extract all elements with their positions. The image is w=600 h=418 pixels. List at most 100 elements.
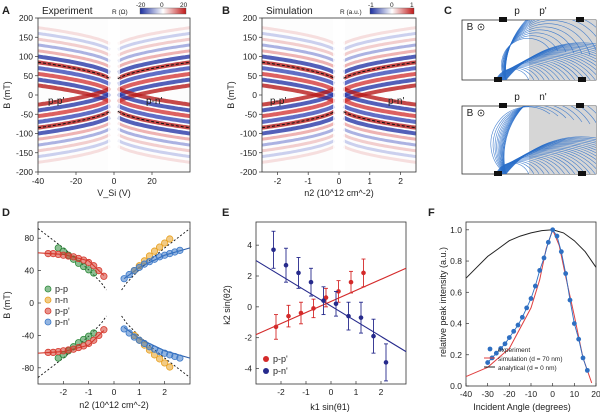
panel-b-colorbar-label: R (a.u.) xyxy=(340,9,362,16)
heatmap-guide-dashed xyxy=(343,111,416,129)
x-tick-label: 0 xyxy=(112,387,117,397)
x-tick-label: 0 xyxy=(112,176,117,186)
data-point xyxy=(273,324,279,330)
panel-f-ylabel: relative peak intensity (a.u.) xyxy=(438,247,448,357)
heatmap-stripe xyxy=(262,43,336,63)
panel-e-scatter: 4 2 0 -2 -4 -2 -1 0 1 2 p-p' p-n' xyxy=(244,221,407,397)
data-point xyxy=(532,283,538,289)
heatmap-stripe xyxy=(262,98,336,119)
data-point xyxy=(371,333,376,339)
data-point xyxy=(558,249,564,255)
data-point xyxy=(85,258,93,267)
data-point xyxy=(506,335,512,340)
data-point xyxy=(361,270,366,276)
diagram-shaded-region xyxy=(529,20,596,80)
panel-a-colorbar-label: R (Ω) xyxy=(112,9,128,16)
data-point xyxy=(120,325,128,333)
heatmap-stripe xyxy=(262,49,336,69)
heatmap-stripe xyxy=(342,92,416,113)
y-tick-label: 4 xyxy=(247,240,252,250)
diagram-trajectories xyxy=(495,20,596,80)
legend-marker xyxy=(44,307,52,315)
data-point xyxy=(176,246,184,254)
data-point xyxy=(95,331,103,339)
heatmap-guide-dashed xyxy=(262,111,335,129)
legend-marker xyxy=(263,368,269,374)
panel-b-annotation-ppprime: p-p' xyxy=(270,96,286,107)
heatmap-stripe xyxy=(117,26,190,46)
fit-line xyxy=(121,228,191,291)
data-point xyxy=(323,295,329,300)
field-out-of-plane-icon xyxy=(477,23,485,31)
heatmap-stripe xyxy=(116,92,190,113)
heatmap-stripe xyxy=(117,37,190,57)
panel-b-cbar-tick-zero: 0 xyxy=(390,2,394,9)
heatmap-stripe xyxy=(38,103,112,124)
heatmap-stripe xyxy=(342,37,416,57)
heatmap-stripe xyxy=(262,86,336,107)
y-tick-label: 0 xyxy=(252,90,257,100)
y-tick-label: 0.6 xyxy=(450,287,462,297)
data-point xyxy=(348,279,354,285)
panel-e-ylabel: k2 sin(θ2) xyxy=(222,285,232,325)
data-point xyxy=(125,271,133,279)
data-point xyxy=(166,363,174,371)
heatmap-stripe xyxy=(262,121,336,141)
heatmap-stripe xyxy=(38,54,112,75)
heatmap-stripe xyxy=(342,121,416,141)
y-tick-label: 50 xyxy=(24,71,34,81)
fit-line xyxy=(255,260,407,353)
panel-b-cbar-tick-neg: -1 xyxy=(368,2,374,9)
y-tick-label: 1.0 xyxy=(450,225,462,235)
data-point xyxy=(584,367,590,373)
panel-a-title: Experiment xyxy=(42,6,93,17)
data-point xyxy=(321,298,326,303)
y-tick-label: -50 xyxy=(245,109,258,119)
data-point xyxy=(537,268,543,273)
trajectory-arc xyxy=(496,106,575,174)
panel-a-annotation-ppprime: p-p' xyxy=(48,96,64,107)
y-tick-label: 150 xyxy=(243,32,257,42)
panel-label-e: E xyxy=(222,207,229,219)
x-tick-label: 0 xyxy=(550,389,555,399)
heatmap-stripe xyxy=(38,66,112,87)
data-point xyxy=(580,355,586,361)
heatmap-stripe xyxy=(117,49,190,69)
legend-marker xyxy=(263,356,269,362)
heatmap-center-strip xyxy=(333,18,345,172)
data-point xyxy=(100,272,108,280)
legend-label: p-p' xyxy=(55,306,70,316)
data-point xyxy=(85,266,93,274)
x-tick-label: -2 xyxy=(60,387,68,397)
data-point xyxy=(90,336,98,344)
top-contact xyxy=(499,103,507,108)
trajectory-arc xyxy=(492,106,559,174)
heatmap-stripe xyxy=(38,31,111,52)
field-out-of-plane-icon xyxy=(477,109,485,117)
legend-label: simulation (d = 70 nm) xyxy=(498,356,563,363)
data-point xyxy=(545,239,551,245)
heatmap-stripe xyxy=(117,31,190,52)
data-point xyxy=(550,227,556,233)
heatmap-stripe xyxy=(262,127,336,147)
heatmap-guide-dashed xyxy=(117,61,190,80)
data-point xyxy=(541,255,547,261)
data-point xyxy=(308,279,314,285)
field-label: B xyxy=(467,108,474,119)
data-point xyxy=(161,359,169,367)
panel-d-ylabel: B (mT) xyxy=(2,291,12,319)
heatmap-stripe xyxy=(342,145,416,164)
panel-f-xlabel: Incident Angle (degrees) xyxy=(473,402,571,412)
data-point xyxy=(346,313,351,319)
legend-label: p-p' xyxy=(273,354,288,364)
legend-marker-experiment xyxy=(487,346,493,352)
data-point xyxy=(383,360,389,365)
heatmap-stripe xyxy=(342,139,416,159)
x-tick-label: -2 xyxy=(277,387,285,397)
heatmap-stripe xyxy=(342,115,416,136)
x-tick-label: 10 xyxy=(570,389,580,399)
data-point xyxy=(311,306,316,311)
heatmap-stripe xyxy=(38,43,111,63)
heatmap-stripe xyxy=(117,43,190,63)
